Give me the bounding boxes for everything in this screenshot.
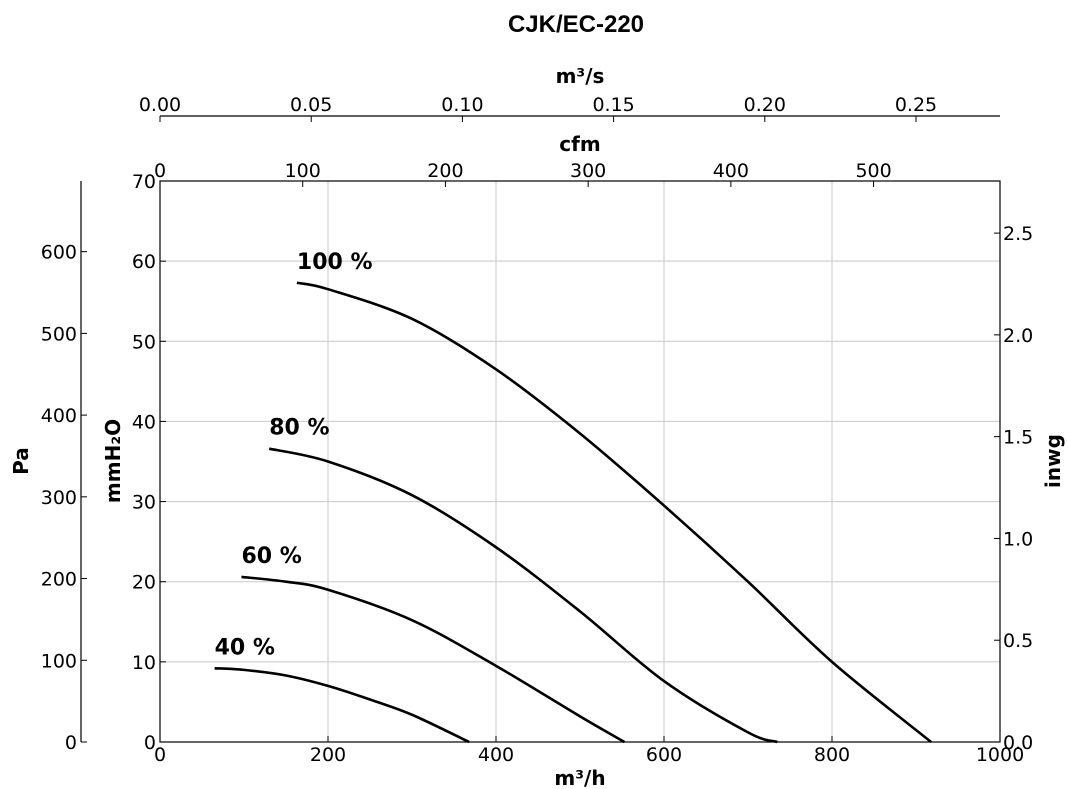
grid	[160, 181, 1000, 742]
m3s-tick-label: 0.15	[592, 94, 634, 116]
cfm-tick-label: 200	[427, 160, 463, 182]
y-tick-label: 40	[132, 411, 156, 433]
tick-labels: 0 200 400 600 800 100001020304050607001002003…	[41, 94, 1033, 766]
pa-tick-label: 0	[65, 732, 77, 754]
cfm-tick-label: 400	[713, 160, 749, 182]
series-curve	[214, 666, 470, 744]
series-label: 80 %	[269, 416, 329, 441]
pa-tick-label: 200	[41, 569, 77, 591]
series-curves	[214, 281, 932, 744]
m3s-tick-label: 0.00	[139, 94, 181, 116]
y-tick-label: 50	[132, 331, 156, 353]
y-tick-label: 70	[132, 171, 156, 193]
inwg-tick-label: 0.0	[1003, 732, 1033, 754]
cfm-tick-label: 0	[154, 160, 166, 182]
x-axis-label: m³/h	[554, 766, 605, 789]
m3s-tick-label: 0.10	[441, 94, 483, 116]
pa-tick-label: 400	[41, 405, 77, 427]
cfm-tick-label: 300	[570, 160, 606, 182]
y-tick-label: 60	[132, 251, 156, 273]
inwg-tick-label: 2.5	[1003, 223, 1033, 245]
m3s-axis-label: m³/s	[556, 64, 605, 88]
inwg-tick-label: 1.5	[1003, 427, 1033, 449]
y-tick-label: 10	[132, 652, 156, 674]
series-curve	[268, 447, 778, 744]
series-label: 40 %	[215, 635, 275, 660]
series-curve	[296, 281, 932, 744]
m3s-tick-label: 0.25	[895, 94, 937, 116]
pa-tick-label: 600	[41, 242, 77, 264]
plot-frame	[159, 180, 1001, 743]
pa-tick-label: 300	[41, 487, 77, 509]
series-label: 100 %	[297, 250, 373, 275]
x-tick-label: 400	[478, 744, 514, 766]
inwg-axis-label: inwg	[1041, 434, 1065, 488]
cfm-tick-label: 100	[285, 160, 321, 182]
series-curve	[241, 575, 626, 744]
y-tick-label: 0	[144, 732, 156, 754]
x-tick-label: 0	[154, 744, 166, 766]
inwg-tick-label: 2.0	[1003, 325, 1033, 347]
series-label: 60 %	[241, 544, 301, 569]
cfm-tick-label: 500	[855, 160, 891, 182]
y-axis-label: mmH₂O	[101, 419, 125, 503]
series-labels: 100 % 80 % 60 % 40 %	[215, 250, 373, 660]
pa-tick-label: 500	[41, 323, 77, 345]
x-tick-label: 600	[646, 744, 682, 766]
x-tick-label: 1000	[976, 744, 1024, 766]
cfm-axis-label: cfm	[559, 132, 600, 156]
inwg-tick-label: 1.0	[1003, 528, 1033, 550]
chart-title: CJK/EC-220	[508, 11, 644, 38]
pa-axis-label: Pa	[9, 447, 33, 475]
m3s-tick-label: 0.05	[290, 94, 332, 116]
y-tick-label: 20	[132, 572, 156, 594]
pa-tick-label: 100	[41, 650, 77, 672]
y-tick-label: 30	[132, 492, 156, 514]
m3s-tick-label: 0.20	[744, 94, 786, 116]
axes	[80, 115, 1001, 743]
x-tick-label: 800	[814, 744, 850, 766]
inwg-tick-label: 0.5	[1003, 630, 1033, 652]
x-tick-label: 200	[310, 744, 346, 766]
